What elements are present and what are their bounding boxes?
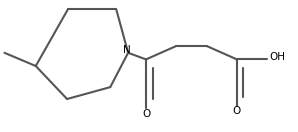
- Text: OH: OH: [270, 52, 286, 62]
- Text: N: N: [123, 45, 131, 55]
- Text: O: O: [142, 109, 150, 119]
- Text: O: O: [233, 106, 241, 116]
